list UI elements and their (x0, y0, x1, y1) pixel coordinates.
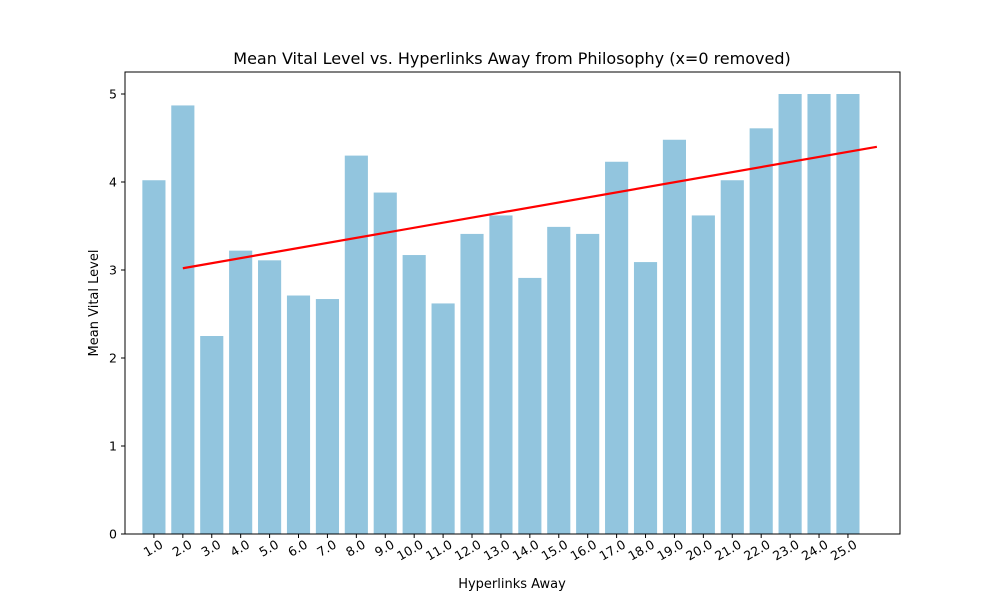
bar-11.0 (431, 303, 455, 534)
x-tick-label: 8.0 (343, 537, 368, 560)
bar-5.0 (258, 260, 282, 534)
x-tick-label: 13.0 (481, 537, 513, 564)
x-tick-label: 6.0 (285, 537, 310, 560)
x-tick-label: 23.0 (770, 537, 802, 564)
x-tick-label: 9.0 (372, 537, 397, 560)
bar-15.0 (547, 226, 571, 534)
y-tick-label: 1 (109, 439, 117, 454)
bar-14.0 (518, 277, 542, 534)
bar-16.0 (576, 233, 600, 535)
x-tick-label: 5.0 (256, 537, 281, 560)
bar-22.0 (749, 128, 773, 534)
bar-6.0 (286, 295, 311, 534)
x-tick-label: 25.0 (828, 537, 860, 564)
bar-7.0 (315, 299, 339, 534)
x-tick-label: 15.0 (539, 537, 571, 564)
x-tick-label: 7.0 (314, 537, 339, 560)
bar-8.0 (344, 155, 368, 534)
bar-4.0 (229, 250, 253, 534)
plot-area: 0 1 2 3 4 5 1.0 2.0 3.0 4.0 5.0 6.0 7.0 8.0 9.010.011.… (109, 87, 878, 564)
bar-25.0 (836, 94, 860, 534)
bar-17.0 (605, 161, 629, 534)
x-tick-label: 19.0 (654, 537, 686, 564)
bar-9.0 (373, 192, 397, 534)
x-tick-label: 4.0 (227, 537, 252, 560)
y-tick-label: 5 (109, 87, 117, 102)
bar-13.0 (489, 215, 513, 534)
x-tick-label: 2.0 (170, 537, 195, 560)
x-tick-label: 17.0 (596, 537, 628, 564)
bar-19.0 (662, 139, 686, 534)
plot-frame (124, 71, 901, 535)
x-tick-label: 11.0 (423, 537, 455, 564)
x-tick-label: 14.0 (510, 537, 542, 564)
x-tick-label: 24.0 (799, 537, 831, 564)
x-tick-label: 10.0 (394, 537, 426, 564)
bar-24.0 (807, 94, 831, 534)
bar-18.0 (633, 262, 658, 534)
y-tick-label: 0 (109, 527, 117, 542)
bar-12.0 (460, 233, 484, 535)
bar-10.0 (402, 255, 426, 535)
x-tick-label: 3.0 (199, 537, 224, 560)
x-tick-label: 16.0 (568, 537, 600, 564)
bar-20.0 (691, 215, 715, 534)
x-axis-label: Hyperlinks Away (458, 577, 566, 592)
y-tick-label: 2 (109, 351, 117, 366)
bar-3.0 (200, 336, 224, 534)
x-tick-label: 22.0 (741, 537, 773, 564)
bar-21.0 (720, 180, 744, 535)
x-tick-label: 18.0 (625, 537, 657, 564)
y-tick-label: 3 (109, 263, 117, 278)
bar-2.0 (171, 105, 195, 534)
x-tick-label: 20.0 (683, 537, 715, 564)
bar-1.0 (142, 180, 166, 535)
chart-title: Mean Vital Level vs. Hyperlinks Away fro… (233, 49, 790, 68)
y-tick-label: 4 (109, 175, 117, 190)
bar-23.0 (778, 94, 802, 534)
x-tick-label: 1.0 (141, 537, 166, 560)
trend-line (182, 145, 878, 270)
x-tick-label: 21.0 (712, 537, 744, 564)
x-tick-label: 12.0 (452, 537, 484, 564)
y-axis-label: Mean Vital Level (87, 250, 102, 357)
